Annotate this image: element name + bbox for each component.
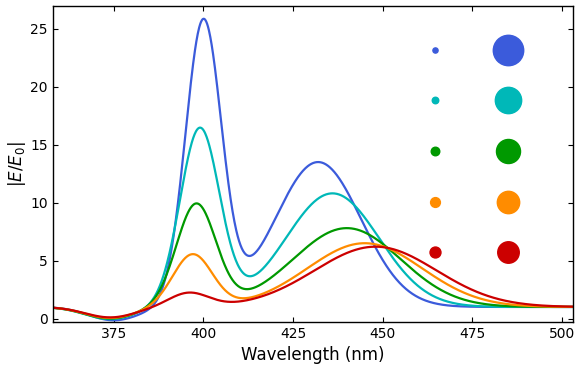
X-axis label: Wavelength (nm): Wavelength (nm) <box>241 346 385 364</box>
Y-axis label: $|E/E_0|$: $|E/E_0|$ <box>6 141 27 186</box>
